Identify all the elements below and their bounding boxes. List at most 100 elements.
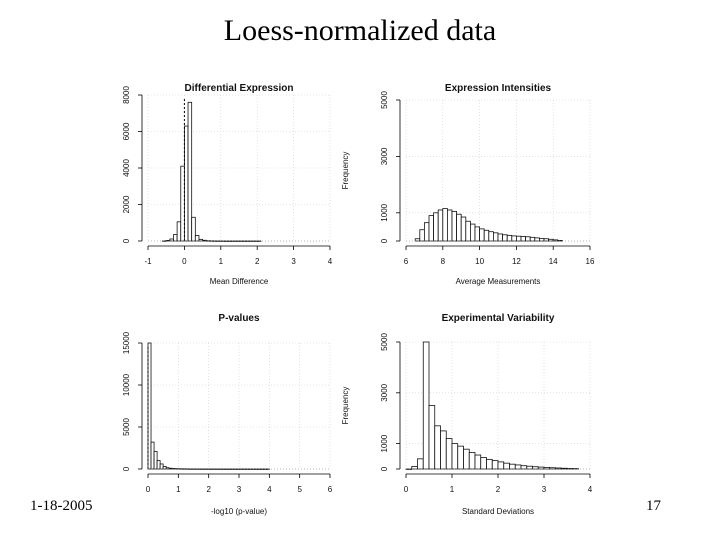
histogram-bar bbox=[423, 222, 430, 242]
histogram-bar bbox=[150, 441, 155, 470]
x-tick-label: 2 bbox=[206, 485, 211, 494]
histogram-bar bbox=[463, 448, 470, 470]
y-tick-label: 5000 bbox=[380, 333, 389, 351]
histogram-bar bbox=[526, 465, 533, 470]
histogram-bar bbox=[465, 220, 471, 242]
histogram-bar bbox=[497, 461, 505, 470]
chart-title: Experimental Variability bbox=[442, 313, 555, 324]
slide-title: Loess-normalized data bbox=[223, 14, 497, 47]
y-tick-label: 4000 bbox=[122, 159, 131, 177]
chart-title: Differential Expression bbox=[185, 83, 294, 94]
x-tick-label: 10 bbox=[475, 257, 484, 266]
x-tick-label: 1 bbox=[450, 485, 455, 494]
histogram-bar bbox=[492, 232, 499, 242]
x-tick-label: 0 bbox=[146, 485, 151, 494]
histogram-bar bbox=[434, 425, 441, 470]
histogram-bar bbox=[534, 237, 540, 242]
histogram-bar bbox=[159, 463, 164, 470]
x-axis-label: Average Measurements bbox=[456, 277, 541, 286]
histogram-bar bbox=[428, 215, 434, 242]
histogram-bar bbox=[156, 460, 161, 470]
x-tick-label: 0 bbox=[182, 257, 187, 266]
histogram-bar bbox=[516, 235, 522, 242]
x-axis-label: Standard Deviations bbox=[462, 507, 534, 516]
histogram-bar bbox=[532, 466, 539, 470]
histogram-bar bbox=[417, 458, 424, 470]
histogram-bar bbox=[509, 463, 516, 470]
histogram-bar bbox=[440, 430, 447, 470]
y-tick-label: 1000 bbox=[380, 203, 389, 221]
histogram-bar bbox=[147, 342, 152, 470]
histogram-bar bbox=[474, 226, 480, 242]
histogram-bar bbox=[183, 125, 189, 242]
x-tick-label: 1 bbox=[219, 257, 224, 266]
histogram-bar bbox=[451, 210, 457, 242]
x-tick-label: 4 bbox=[588, 485, 593, 494]
histogram-bar bbox=[539, 238, 545, 242]
x-tick-label: 2 bbox=[255, 257, 260, 266]
y-tick-label: 15000 bbox=[122, 331, 131, 354]
histogram-bar bbox=[445, 438, 453, 470]
histogram-bar bbox=[176, 221, 182, 242]
y-tick-label: 8000 bbox=[122, 86, 131, 104]
histogram-bar bbox=[529, 236, 536, 242]
x-tick-label: 12 bbox=[512, 257, 521, 266]
histogram-bar bbox=[419, 229, 425, 242]
histogram-bar bbox=[502, 234, 508, 242]
x-tick-label: 4 bbox=[267, 485, 272, 494]
y-tick-label: 0 bbox=[122, 238, 131, 243]
y-tick-label: 5000 bbox=[380, 91, 389, 109]
histogram-bar bbox=[497, 233, 503, 242]
x-tick-label: 3 bbox=[291, 257, 296, 266]
chart-title: P-values bbox=[218, 313, 260, 324]
y-tick-label: 5000 bbox=[122, 418, 131, 436]
y-tick-label: 1000 bbox=[380, 434, 389, 452]
x-tick-label: 1 bbox=[176, 485, 181, 494]
histogram-bar bbox=[520, 236, 526, 242]
histogram-bar bbox=[191, 216, 196, 242]
x-tick-label: 6 bbox=[328, 485, 333, 494]
histogram-bar bbox=[187, 101, 193, 242]
x-tick-label: 3 bbox=[237, 485, 242, 494]
footer-date: 1-18-2005 bbox=[30, 498, 93, 514]
histogram-bar bbox=[506, 234, 513, 242]
y-tick-label: 3000 bbox=[380, 383, 389, 401]
histogram-bar bbox=[422, 341, 430, 470]
x-tick-label: 3 bbox=[542, 485, 547, 494]
histogram-bar bbox=[169, 238, 174, 242]
histogram-bar bbox=[162, 466, 167, 470]
y-tick-label: 6000 bbox=[122, 122, 131, 140]
x-tick-label: 5 bbox=[297, 485, 302, 494]
histogram-bar bbox=[514, 464, 522, 470]
x-tick-label: 8 bbox=[441, 257, 446, 266]
histogram-bar bbox=[457, 445, 464, 470]
histogram-bar bbox=[468, 452, 476, 470]
histogram-bar bbox=[491, 460, 499, 470]
histogram-bar bbox=[180, 165, 185, 242]
histogram-bar bbox=[173, 234, 178, 242]
x-tick-label: 16 bbox=[586, 257, 595, 266]
histogram-bar bbox=[456, 213, 462, 242]
histogram-bar bbox=[469, 223, 476, 242]
histogram-bar bbox=[503, 462, 510, 470]
y-tick-label: 10000 bbox=[122, 373, 131, 396]
x-tick-label: 6 bbox=[404, 257, 409, 266]
histogram-bar bbox=[428, 405, 436, 470]
histogram-bar bbox=[488, 231, 494, 242]
y-axis-label: Frequency bbox=[341, 387, 350, 425]
histogram-bar bbox=[194, 235, 200, 242]
x-tick-label: -1 bbox=[144, 257, 152, 266]
histogram-bar bbox=[414, 238, 421, 242]
x-tick-label: 2 bbox=[496, 485, 501, 494]
histogram-bar bbox=[486, 458, 493, 470]
x-tick-label: 4 bbox=[328, 257, 333, 266]
y-axis-label: Frequency bbox=[341, 152, 350, 190]
histogram-bar bbox=[520, 465, 528, 470]
histogram-bar bbox=[543, 238, 549, 242]
y-tick-label: 2000 bbox=[122, 195, 131, 213]
y-tick-label: 0 bbox=[380, 466, 389, 471]
x-tick-label: 0 bbox=[404, 485, 409, 494]
histogram-bar bbox=[483, 229, 490, 242]
x-axis-label: Mean Difference bbox=[210, 277, 269, 286]
histogram-bar bbox=[511, 235, 517, 242]
